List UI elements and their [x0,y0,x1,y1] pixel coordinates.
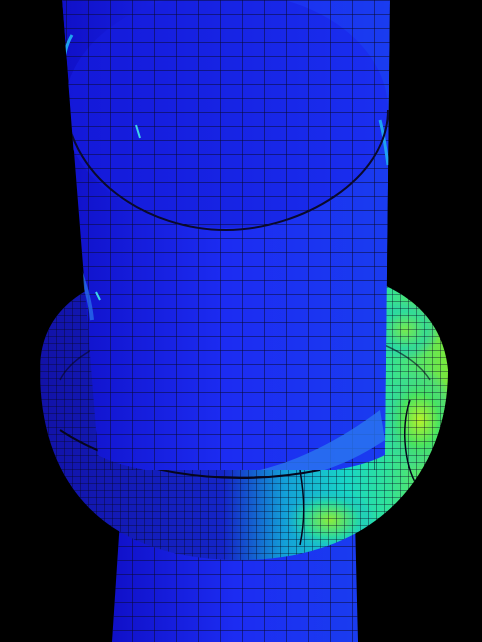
upper-pipe [62,0,390,470]
